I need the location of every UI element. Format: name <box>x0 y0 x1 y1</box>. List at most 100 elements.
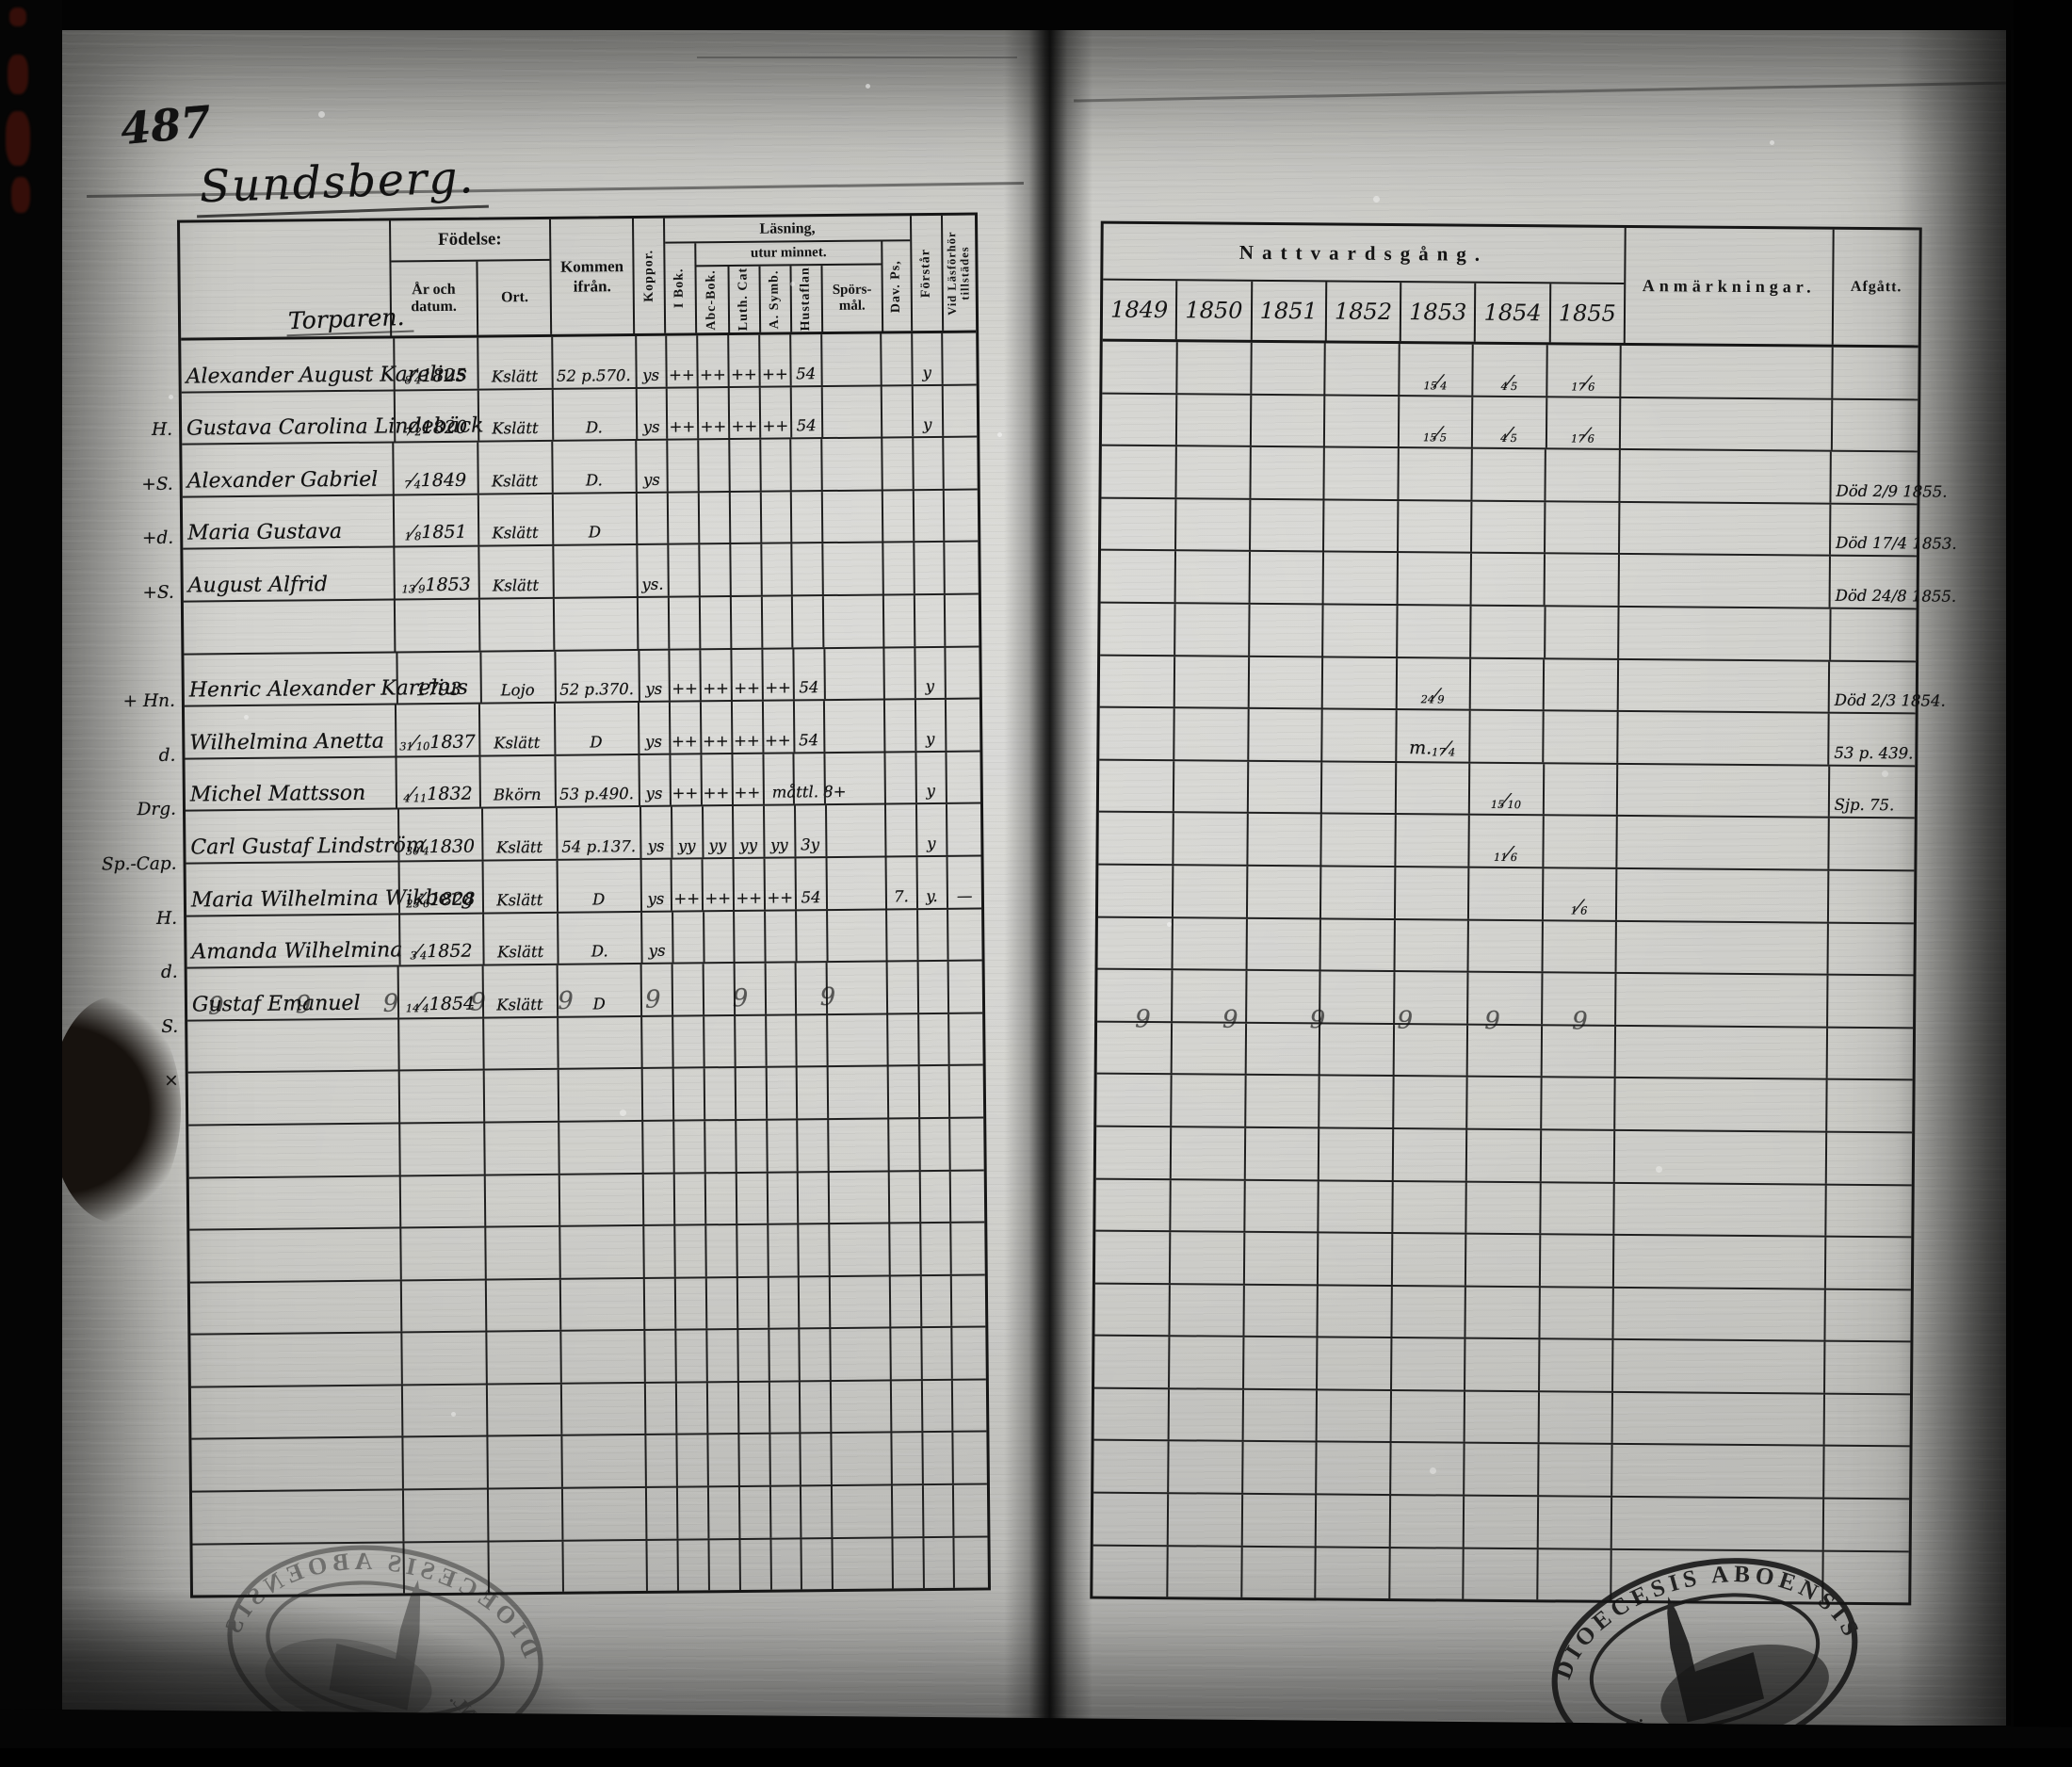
abc-book-mark <box>698 597 731 648</box>
questions-mark <box>826 1014 887 1066</box>
communion-1853 <box>1395 606 1470 657</box>
in-book-mark <box>672 1121 704 1173</box>
psalms-mark <box>882 647 915 699</box>
in-book-mark <box>674 1330 706 1382</box>
catechism-mark <box>734 1068 766 1119</box>
understands-mark <box>917 1118 950 1170</box>
birth-date: 1 ⁄ 8 1851 <box>393 494 478 546</box>
communion-1854 <box>1465 1182 1540 1234</box>
left-table-row: Alexander August Karelius 8 ⁄ 4 1825 Kslätt 5… <box>181 332 977 394</box>
smallpox-column-header: Koppor. <box>632 218 665 334</box>
table-of-duties-header: Hustaflan <box>789 266 822 332</box>
left-table-row <box>191 1432 987 1493</box>
understands-mark <box>916 1013 948 1065</box>
birth-place <box>483 1175 559 1226</box>
page-edge-shadow <box>1898 28 2011 1726</box>
communion-1854 <box>1469 606 1545 657</box>
questions-mark <box>820 333 881 385</box>
left-table-row: Amanda Wilhelmina 3 ⁄ 4 1852 Kslätt D. ys <box>186 909 982 969</box>
abc-book-mark <box>698 544 730 596</box>
communion-1852 <box>1321 605 1397 657</box>
birth-date <box>399 1175 484 1227</box>
in-book-mark <box>667 544 699 596</box>
came-from: 53 p.490. <box>554 754 639 807</box>
understands-mark <box>915 909 947 961</box>
psalms-mark <box>887 1171 919 1223</box>
attended-mark <box>952 1484 988 1536</box>
right-table-row <box>1094 1284 1911 1343</box>
by-heart-group: utur minnet. Abc-Bok. Luth. Cat A. Symb.… <box>694 241 882 333</box>
communion-1851 <box>1241 1389 1317 1441</box>
right-table-row: Död 2/9 1855. <box>1101 446 1948 506</box>
person-name <box>191 1438 402 1491</box>
reading-column-group: Läsning, I Bok. utur minnet. Abc-Bok. Lu… <box>662 216 912 333</box>
communion-column-group: Nattvardsgång. 1849 1850 1851 1852 1853 1854 1… <box>1103 223 1625 343</box>
communion-1853 <box>1388 1496 1464 1548</box>
birth-date: 23 ⁄ 6 1828 <box>397 861 482 913</box>
psalms-mark <box>882 595 914 647</box>
person-name: Maria Gustava <box>187 520 343 545</box>
communion-1853 <box>1396 553 1471 605</box>
departed-note: Död 2/3 1854. <box>1827 661 1946 713</box>
communion-header: Nattvardsgång. <box>1103 223 1625 284</box>
symbol-mark <box>767 1277 799 1328</box>
left-table-row <box>189 1223 985 1284</box>
koppor-mark <box>644 1435 677 1487</box>
understands-mark <box>921 1484 953 1536</box>
attended-mark <box>944 647 979 699</box>
came-from <box>559 1331 645 1383</box>
abc-book-mark <box>697 440 729 492</box>
communion-1852 <box>1314 1548 1389 1599</box>
birth-date: 30 ⁄ 4 1830 <box>397 808 482 861</box>
in-book-mark <box>676 1539 708 1591</box>
person-name: Michel Mattsson <box>189 782 366 807</box>
birth-place: Bkörn <box>478 755 555 807</box>
symbol-mark <box>767 1329 800 1381</box>
birth-place <box>478 598 554 651</box>
communion-1853: 15 ⁄ 5 <box>1397 396 1472 447</box>
psalms-mark <box>884 909 917 961</box>
birth-date <box>397 1070 483 1123</box>
remark <box>1615 868 1828 922</box>
communion-1849 <box>1096 1127 1171 1177</box>
psalms-mark <box>880 333 912 385</box>
person-name: Maria Wilhelmina Wikberg <box>190 885 475 913</box>
symbol-mark <box>765 1120 798 1172</box>
questions-header: Spörs-mål. <box>820 265 882 332</box>
person-name: August Alfrid <box>187 573 328 598</box>
table-of-duties-mark <box>790 491 822 543</box>
attended-mark <box>949 1223 985 1274</box>
birth-place: Kslätt <box>476 442 552 494</box>
birth-place <box>482 1122 558 1175</box>
communion-1853 <box>1391 1128 1466 1181</box>
table-of-duties-mark: 54 <box>794 858 826 909</box>
left-edge-object-shadow <box>49 997 181 1223</box>
abc-book-mark <box>697 492 730 543</box>
attended-mark <box>951 1380 987 1432</box>
understands-mark <box>921 1537 954 1589</box>
in-book-mark <box>672 1173 705 1224</box>
page-title: Sundsberg. <box>195 151 490 219</box>
communion-1851 <box>1246 814 1321 866</box>
communion-1852 <box>1315 1442 1390 1495</box>
reading-header: Läsning, <box>664 216 911 244</box>
communion-1849 <box>1093 1441 1168 1492</box>
margin-note: Sp.-Cap. <box>101 853 177 875</box>
right-table-row: 11 ⁄ 6 <box>1098 812 1915 872</box>
communion-1851 <box>1249 447 1324 499</box>
flourish-row-right: 9 9 9 9 9 9 <box>1135 1005 1590 1036</box>
catechism-mark <box>736 1224 768 1276</box>
abc-book-mark <box>704 1120 736 1172</box>
departed-header: Afgått. <box>1831 229 1919 346</box>
person-name: Amanda Wilhelmina <box>191 938 403 965</box>
understands-mark <box>912 543 945 594</box>
communion-1854 <box>1465 1234 1540 1286</box>
questions-mark <box>823 753 884 804</box>
koppor-mark <box>643 1278 675 1330</box>
person-name: Alexander Gabriel <box>186 467 379 494</box>
in-book-header: I Bok. <box>672 267 688 309</box>
left-table-row: Carl Gustaf Lindström 30 ⁄ 4 1830 Kslätt 54 p… <box>186 803 981 865</box>
right-table-row <box>1094 1336 1911 1396</box>
communion-1849 <box>1100 604 1174 655</box>
in-book-mark <box>675 1435 707 1486</box>
